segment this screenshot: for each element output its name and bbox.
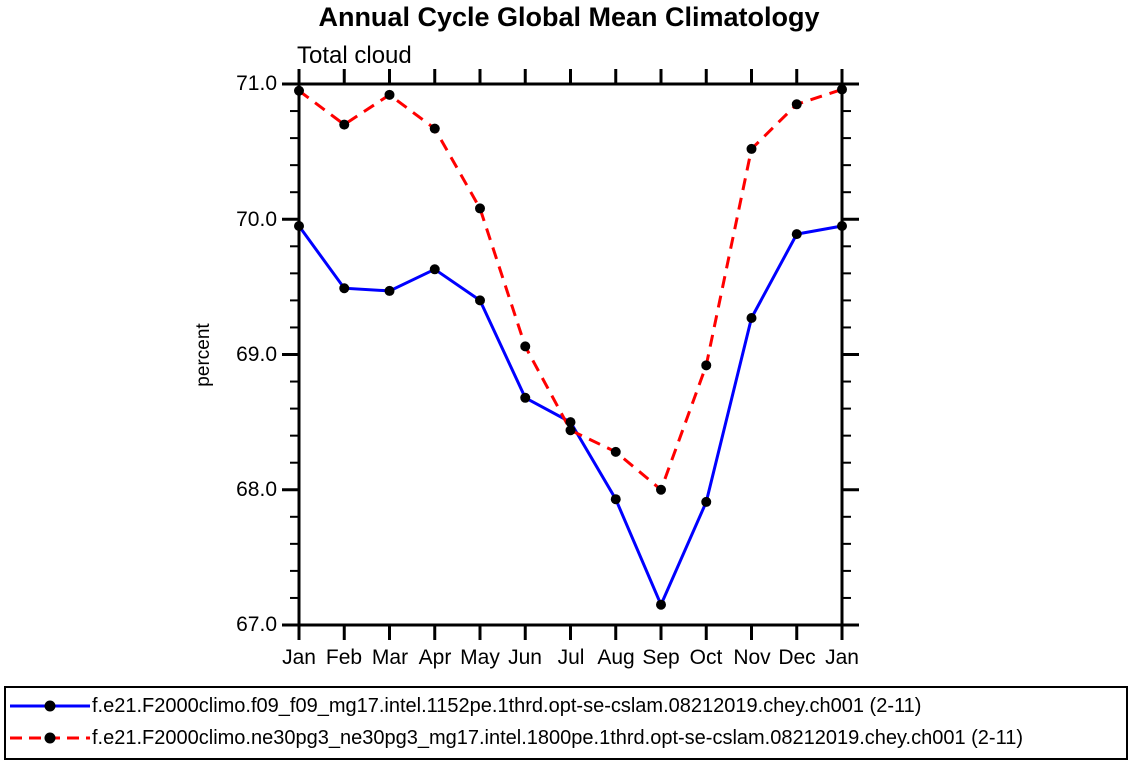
x-tick-label: Dec (778, 646, 816, 669)
chart-title: Annual Cycle Global Mean Climatology (318, 2, 820, 32)
x-tick-label: Jan (282, 646, 316, 669)
legend-label: f.e21.F2000climo.ne30pg3_ne30pg3_mg17.in… (92, 726, 1024, 749)
legend-line-sample-solid (10, 700, 90, 712)
legend-line-sample-dashed (10, 732, 90, 744)
x-tick-label: Jan (825, 646, 859, 669)
chart-subtitle: Total cloud (297, 42, 412, 69)
x-tick-label: Mar (371, 646, 409, 669)
x-tick-label: Oct (689, 646, 723, 669)
y-tick-label: 71.0 (236, 72, 277, 95)
x-tick-label: Sep (642, 646, 680, 669)
legend-box: f.e21.F2000climo.f09_f09_mg17.intel.1152… (4, 686, 1128, 760)
y-tick-label: 68.0 (236, 478, 277, 501)
x-tick-label: Jul (557, 646, 585, 669)
y-tick-label: 70.0 (236, 208, 277, 231)
x-tick-label: Jun (508, 646, 542, 669)
y-tick-label: 69.0 (236, 343, 277, 366)
x-tick-label: Aug (597, 646, 635, 669)
y-tick-label: 67.0 (236, 613, 277, 636)
x-tick-label: May (460, 646, 500, 669)
x-tick-label: Feb (325, 646, 363, 669)
x-tick-label: Apr (418, 646, 452, 669)
legend-label: f.e21.F2000climo.f09_f09_mg17.intel.1152… (92, 694, 922, 717)
legend-item: f.e21.F2000climo.ne30pg3_ne30pg3_mg17.in… (8, 722, 1126, 754)
legend-item: f.e21.F2000climo.f09_f09_mg17.intel.1152… (8, 690, 1126, 722)
x-tick-label: Nov (733, 646, 771, 669)
